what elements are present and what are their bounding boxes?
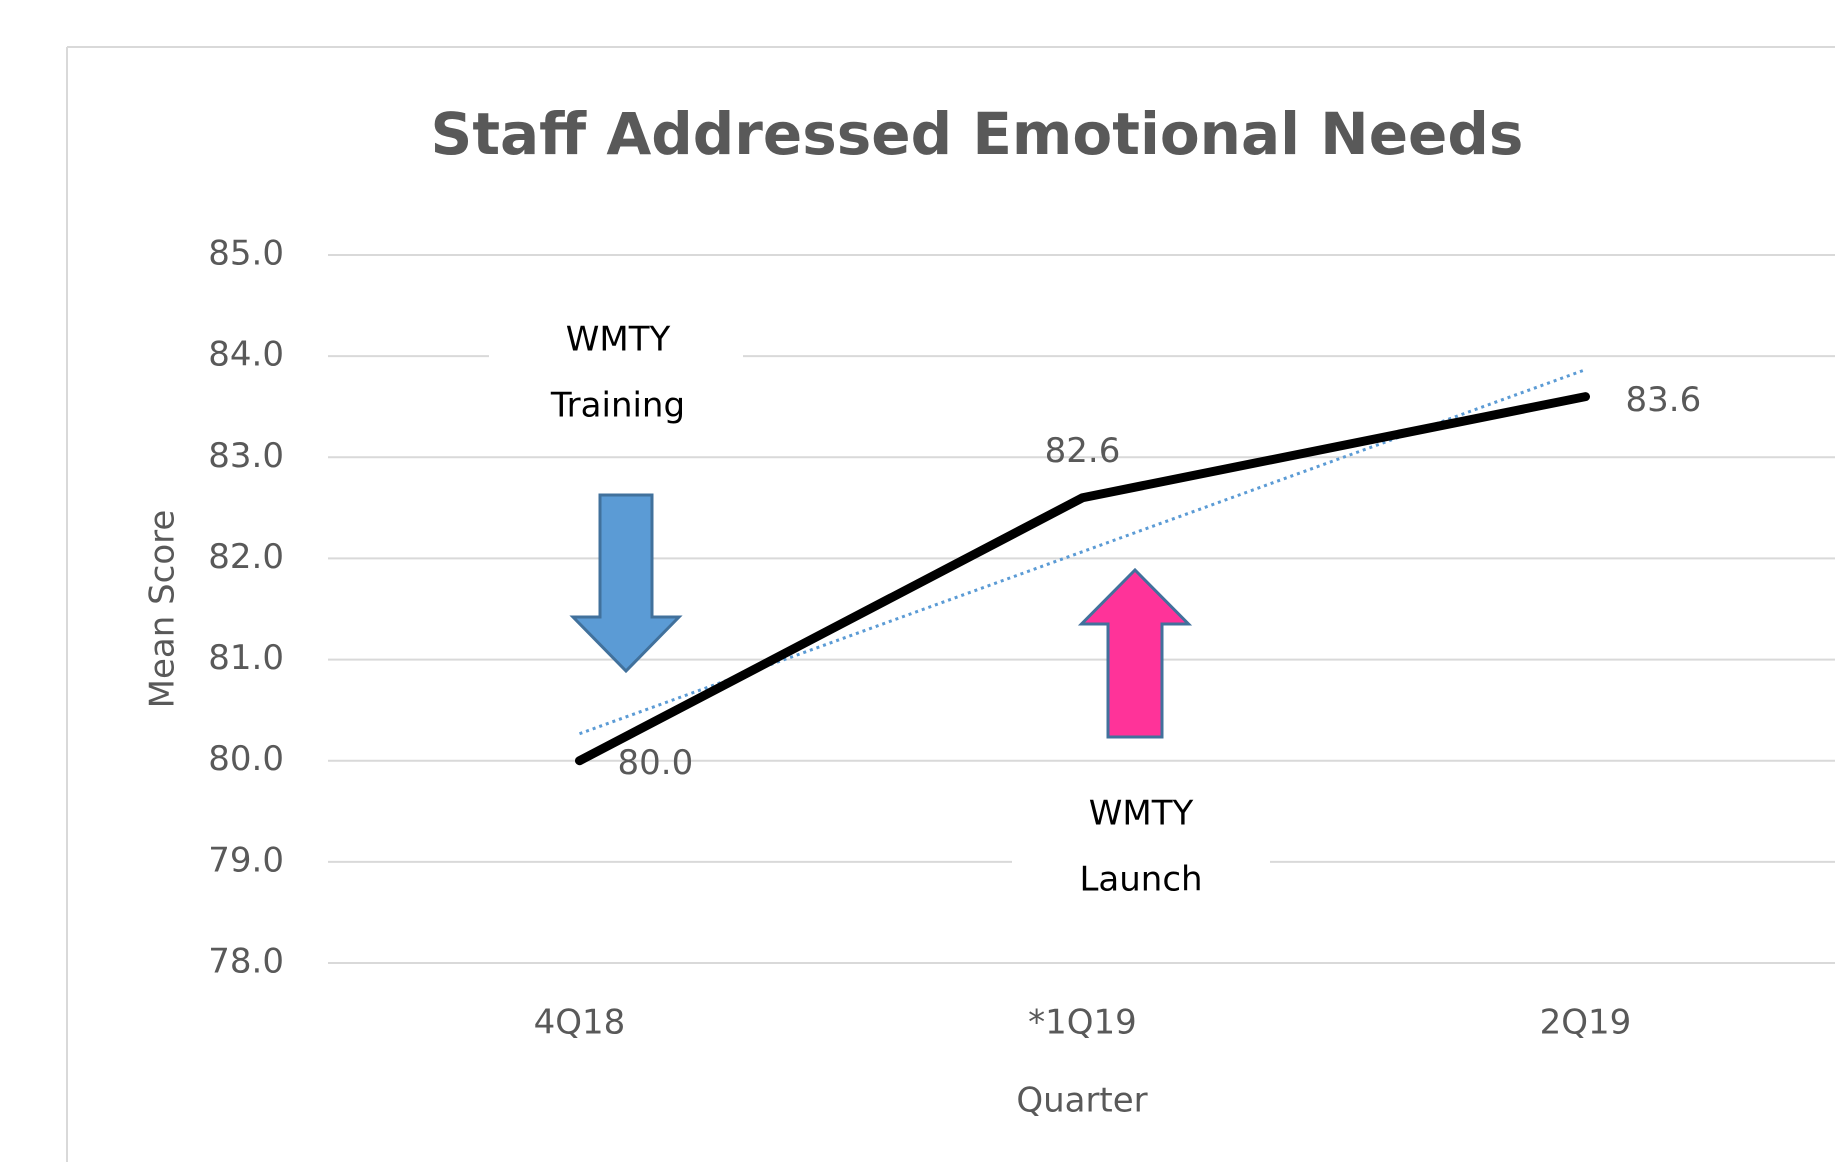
data-label: 80.0: [618, 743, 694, 783]
annotation-arrow: [1077, 567, 1193, 739]
annotation-background: [1012, 784, 1270, 913]
chart-title: Staff Addressed Emotional Needs: [431, 100, 1524, 168]
annotation-text: Launch: [1079, 860, 1202, 900]
annotation-text: WMTY: [566, 320, 671, 360]
data-label: 82.6: [1045, 431, 1121, 471]
y-tick-label: 83.0: [208, 436, 284, 476]
x-tick-label: 4Q18: [534, 1003, 626, 1043]
annotation-arrow: [569, 493, 683, 674]
x-tick-label: *1Q19: [1028, 1003, 1137, 1043]
line-series: [575, 392, 1590, 766]
y-tick-label: 85.0: [208, 234, 284, 274]
y-tick-label: 79.0: [208, 840, 284, 880]
annotation-text: Training: [550, 386, 685, 426]
x-axis-title: Quarter: [1016, 1081, 1147, 1121]
y-tick-label: 80.0: [208, 739, 284, 779]
y-tick-label: 78.0: [208, 942, 284, 982]
y-axis-title: Mean Score: [143, 510, 183, 709]
data-label: 83.6: [1626, 380, 1702, 420]
y-tick-label: 84.0: [208, 335, 284, 375]
y-tick-label: 82.0: [208, 537, 284, 577]
x-tick-label: 2Q19: [1540, 1003, 1632, 1043]
annotation-background: [489, 310, 743, 439]
y-tick-label: 81.0: [208, 638, 284, 678]
annotation-text: WMTY: [1089, 794, 1194, 834]
